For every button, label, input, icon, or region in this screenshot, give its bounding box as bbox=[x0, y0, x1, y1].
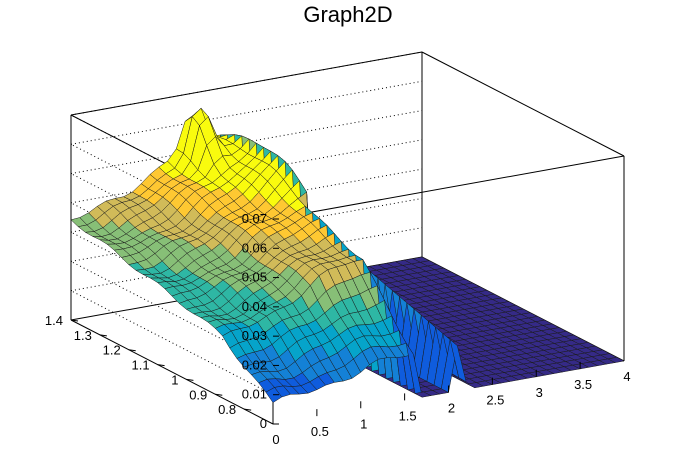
y-tick-mark bbox=[128, 349, 136, 352]
surface-cell bbox=[607, 357, 625, 363]
x-tick-label: 3 bbox=[536, 385, 543, 400]
surface-plot bbox=[70, 107, 625, 403]
z-tick-label: 0.03 bbox=[242, 328, 267, 343]
chart-title: Graph2D bbox=[303, 2, 392, 27]
right-top-edge bbox=[421, 51, 625, 157]
y-tick-mark bbox=[99, 334, 107, 337]
y-tick-mark bbox=[186, 378, 194, 381]
y-tick-mark bbox=[157, 364, 165, 367]
y-tick-label: 1.1 bbox=[131, 358, 149, 373]
y-tick-label: 0.8 bbox=[218, 402, 236, 417]
front-top-edge bbox=[272, 155, 625, 220]
y-tick-label: 1 bbox=[171, 372, 178, 387]
z-tick-label: 0.06 bbox=[242, 240, 267, 255]
x-tick-label: 0.5 bbox=[311, 424, 329, 439]
back-wall-grid-line bbox=[70, 80, 423, 145]
x-tick-label: 3.5 bbox=[574, 377, 592, 392]
z-tick-label: 0 bbox=[260, 416, 267, 431]
x-tick-label: 0 bbox=[272, 432, 279, 447]
y-tick-label: 0.9 bbox=[189, 387, 207, 402]
z-tick-label: 0.02 bbox=[242, 357, 267, 372]
y-tick-label: 1.2 bbox=[103, 343, 121, 358]
y-tick-label: 1.3 bbox=[74, 328, 92, 343]
x-tick-label: 2.5 bbox=[486, 393, 504, 408]
z-tick-label: 0.01 bbox=[242, 387, 267, 402]
x-tick-label: 2 bbox=[448, 401, 455, 416]
z-tick-label: 0.05 bbox=[242, 270, 267, 285]
y-tick-mark bbox=[215, 393, 223, 396]
x-tick-label: 1.5 bbox=[399, 408, 417, 423]
z-tick-label: 0.04 bbox=[242, 299, 267, 314]
left-floor-edge bbox=[70, 319, 274, 425]
y-tick-mark bbox=[70, 319, 79, 322]
x-tick-label: 1 bbox=[360, 416, 367, 431]
x-tick-label: 4 bbox=[623, 369, 630, 384]
z-tick-label: 0.07 bbox=[242, 211, 267, 226]
axis-ticks: 0 0.01 0.02 0.03 0.04 0.05 0.06 0.07 0 0.5 1 1.5 2 2.… bbox=[45, 211, 631, 447]
back-top-edge bbox=[70, 51, 423, 116]
y-tick-label: 1.4 bbox=[45, 313, 63, 328]
y-tick-mark bbox=[244, 408, 252, 411]
